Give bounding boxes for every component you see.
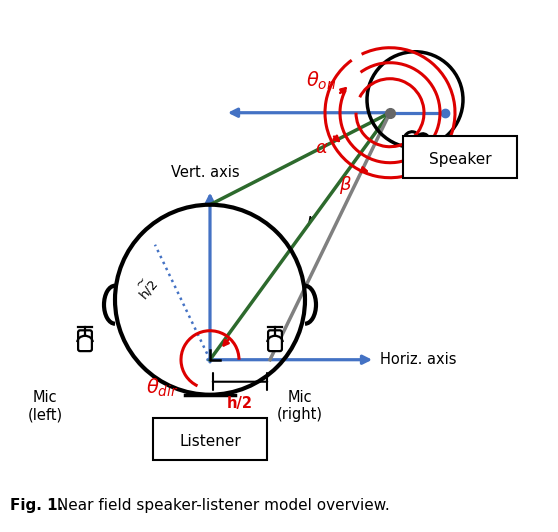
FancyBboxPatch shape — [268, 330, 282, 351]
Text: Speaker: Speaker — [429, 152, 491, 167]
FancyBboxPatch shape — [78, 330, 92, 351]
Text: Listener: Listener — [179, 434, 241, 449]
Text: $\theta_{ori}$: $\theta_{ori}$ — [306, 70, 338, 92]
Text: ~
h/2: ~ h/2 — [129, 269, 161, 301]
Text: Mic
(left): Mic (left) — [27, 390, 62, 422]
Text: Horiz. axis: Horiz. axis — [380, 352, 456, 367]
FancyBboxPatch shape — [403, 136, 517, 178]
Text: $\alpha$: $\alpha$ — [315, 139, 329, 157]
FancyBboxPatch shape — [153, 418, 267, 460]
Text: $\theta_{dir}$: $\theta_{dir}$ — [146, 377, 179, 399]
Text: Mic
(right): Mic (right) — [277, 390, 323, 422]
Text: h/2: h/2 — [227, 396, 253, 411]
Text: Fig. 1.: Fig. 1. — [10, 498, 63, 513]
Text: $\beta$: $\beta$ — [339, 174, 352, 196]
Text: Vert. axis: Vert. axis — [171, 165, 239, 180]
Text: r: r — [306, 212, 314, 230]
Text: Near field speaker-listener model overview.: Near field speaker-listener model overvi… — [52, 498, 389, 513]
